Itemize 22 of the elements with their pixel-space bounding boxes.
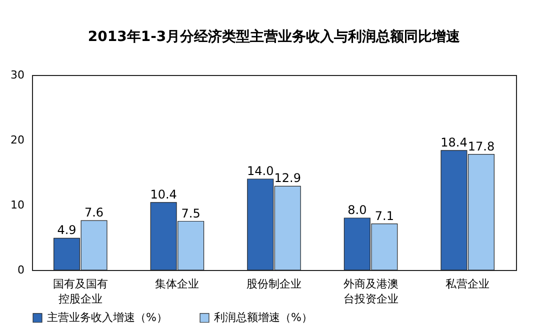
x-tick-label: 外商及港澳台投资企业 bbox=[343, 278, 398, 306]
y-tick-label: 20 bbox=[10, 134, 24, 146]
data-label: 18.4 bbox=[440, 135, 468, 150]
data-label: 10.4 bbox=[150, 187, 177, 202]
data-label: 17.8 bbox=[468, 139, 495, 154]
x-tick-label: 私营企业 bbox=[446, 278, 490, 290]
chart-title: 2013年1-3月分经济类型主营业务收入与利润总额同比增速 bbox=[88, 28, 462, 45]
data-label: 7.6 bbox=[84, 206, 104, 220]
data-label: 8.0 bbox=[348, 203, 367, 217]
y-tick-label: 0 bbox=[18, 264, 24, 276]
legend-label: 主营业务收入增速（%） bbox=[47, 310, 168, 324]
data-label: 14.0 bbox=[247, 164, 274, 178]
data-label: 7.5 bbox=[181, 206, 200, 220]
x-tick-label: 集体企业 bbox=[155, 278, 200, 290]
y-tick-label: 10 bbox=[10, 198, 24, 212]
x-tick-label: 股份制企业 bbox=[246, 278, 302, 290]
y-tick-label: 30 bbox=[10, 68, 24, 82]
x-tick-label: 国有及国有控股企业 bbox=[52, 278, 108, 306]
data-label: 4.9 bbox=[57, 223, 76, 238]
data-label: 7.1 bbox=[374, 208, 394, 223]
legend-label: 利润总额增速（%） bbox=[214, 310, 312, 324]
data-label: 12.9 bbox=[274, 171, 301, 186]
